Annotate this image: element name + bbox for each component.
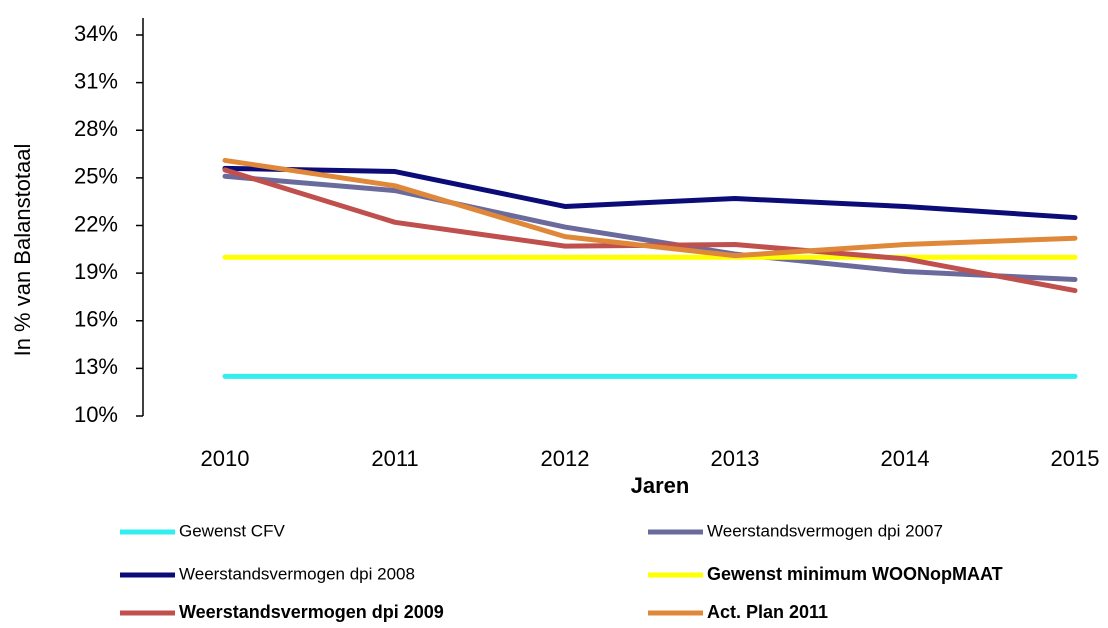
series-line bbox=[222, 157, 1078, 259]
y-axis-label: In % van Balanstotaal bbox=[10, 144, 35, 357]
y-tick-label: 22% bbox=[74, 211, 118, 236]
legend-label: Weerstandsvermogen dpi 2008 bbox=[179, 564, 415, 583]
series-line bbox=[222, 165, 1078, 221]
legend-label: Act. Plan 2011 bbox=[707, 602, 828, 622]
series-line bbox=[222, 173, 1078, 282]
y-tick-label: 25% bbox=[74, 164, 118, 189]
legend-label: Weerstandsvermogen dpi 2009 bbox=[179, 602, 444, 622]
legend-label: Gewenst CFV bbox=[179, 521, 285, 540]
x-tick-label: 2012 bbox=[541, 446, 590, 471]
legend-label: Weerstandsvermogen dpi 2007 bbox=[707, 521, 943, 540]
x-tick-label: 2015 bbox=[1051, 446, 1100, 471]
legend-label: Gewenst minimum WOONopMAAT bbox=[707, 564, 1003, 584]
y-tick-label: 28% bbox=[74, 116, 118, 141]
y-tick-label: 31% bbox=[74, 68, 118, 93]
x-tick-label: 2013 bbox=[711, 446, 760, 471]
x-tick-label: 2011 bbox=[371, 446, 418, 471]
y-tick-label: 19% bbox=[74, 259, 118, 284]
y-tick-label: 16% bbox=[74, 307, 118, 332]
x-tick-label: 2014 bbox=[881, 446, 930, 471]
y-tick-label: 13% bbox=[74, 354, 118, 379]
x-tick-label: 2010 bbox=[201, 446, 250, 471]
y-tick-label: 10% bbox=[74, 402, 118, 427]
y-tick-label: 34% bbox=[74, 21, 118, 46]
x-axis-label: Jaren bbox=[631, 473, 690, 498]
